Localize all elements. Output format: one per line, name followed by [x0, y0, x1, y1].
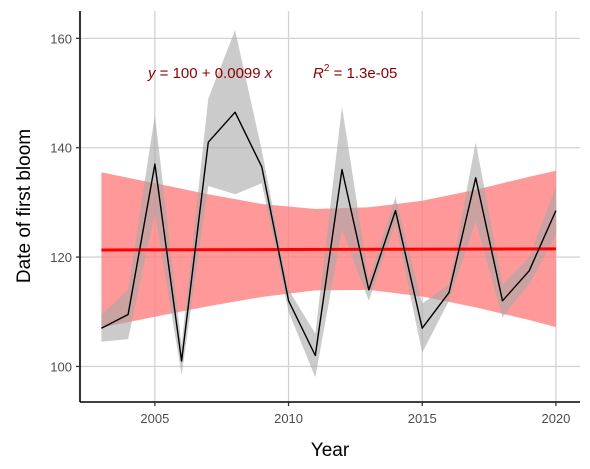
tick-labels: 2005 2010 2015 2020 100 120 140 160	[50, 31, 570, 426]
series-lines	[101, 111, 557, 362]
y-tick-label-120: 120	[50, 250, 72, 265]
eq-x-var: x	[264, 65, 273, 82]
confidence-ribbons	[101, 30, 556, 378]
regression-equation: y = 100 + 0.0099 x	[147, 65, 273, 82]
observed-line	[101, 111, 557, 362]
r2-superscript: 2	[324, 63, 330, 74]
y-axis-title: Date of first bloom	[14, 129, 35, 283]
x-tick-label-2005: 2005	[140, 411, 169, 426]
x-tick-label-2010: 2010	[274, 411, 303, 426]
eq-y-var: y	[147, 65, 157, 82]
axes	[79, 11, 580, 403]
x-tick-label-2020: 2020	[541, 411, 570, 426]
r2-symbol: R	[313, 65, 324, 82]
x-axis-title: Year	[311, 440, 350, 461]
y-tick-label-140: 140	[50, 141, 72, 156]
eq-formula: = 100 + 0.0099	[156, 65, 265, 82]
trend-line	[101, 247, 556, 252]
observed-ribbon	[101, 30, 556, 378]
r-squared-annotation: R2 = 1.3e-05	[313, 63, 397, 82]
y-tick-label-160: 160	[50, 31, 72, 46]
r2-value: = 1.3e-05	[329, 65, 397, 82]
x-tick-label-2015: 2015	[408, 411, 437, 426]
y-tick-label-100: 100	[50, 359, 72, 374]
